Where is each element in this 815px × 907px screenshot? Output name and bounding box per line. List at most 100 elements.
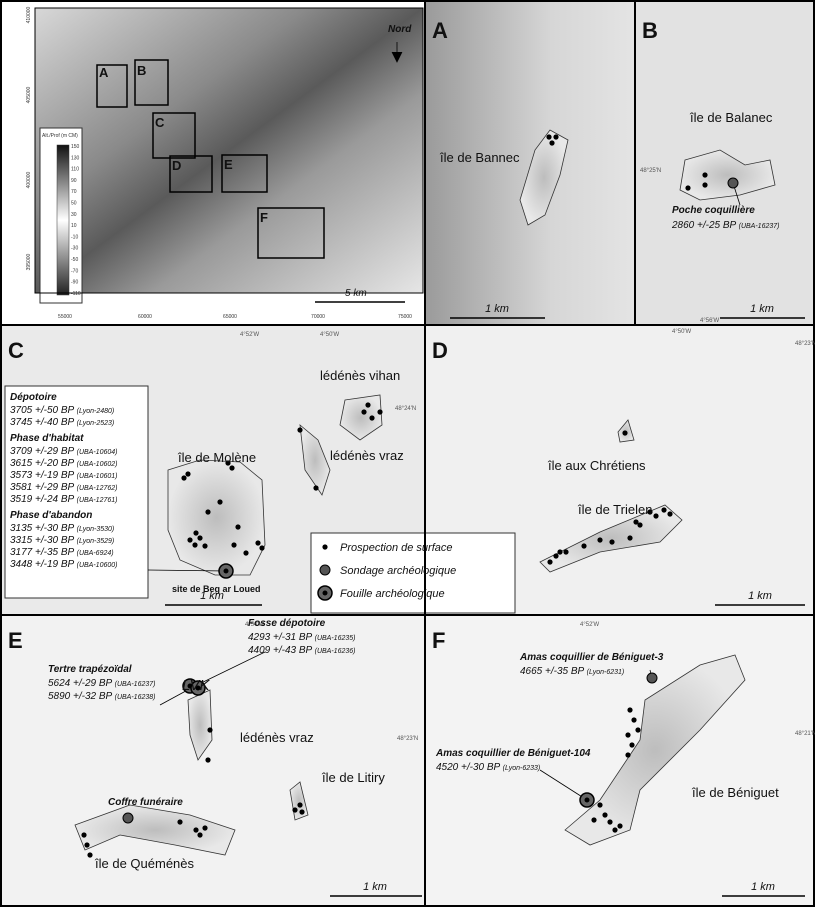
test-pit bbox=[646, 672, 658, 684]
colorbar-tick: -30 bbox=[71, 246, 78, 252]
coordinate: 48°25'N bbox=[640, 168, 661, 174]
surface-find bbox=[609, 539, 615, 545]
colorbar-tick: 10 bbox=[71, 223, 77, 229]
panel-letter: D bbox=[432, 338, 448, 363]
legend-entry: Prospection de surface bbox=[340, 542, 453, 554]
date: 4293 +/-31 BP (UBA-16235) bbox=[248, 632, 355, 643]
surface-find bbox=[185, 471, 191, 477]
panel-letter: B bbox=[642, 18, 658, 43]
colorbar-tick: -10 bbox=[71, 234, 78, 240]
test-pit bbox=[122, 812, 134, 824]
surface-find bbox=[661, 507, 667, 513]
surface-find bbox=[553, 553, 559, 559]
lab-code: (UBA-16237) bbox=[739, 223, 780, 230]
surface-find bbox=[313, 485, 319, 491]
surface-find bbox=[631, 717, 637, 723]
surface-find bbox=[202, 825, 208, 831]
coordinate: 48°23'N bbox=[795, 341, 815, 347]
date-value: 3448 +/-19 BP bbox=[10, 559, 77, 570]
place-name: lédénès vraz bbox=[240, 730, 314, 745]
lab-code: (UBA-16235) bbox=[315, 635, 356, 642]
coordinate: 4°56'W bbox=[700, 318, 720, 324]
date-value: 4665 +/-35 BP bbox=[520, 666, 587, 677]
surface-find bbox=[243, 550, 249, 556]
place-name: île de Béniguet bbox=[691, 785, 779, 800]
lab-code: (Lyon-6233) bbox=[503, 765, 541, 772]
surface-find bbox=[202, 543, 208, 549]
place-name: île de Trielen bbox=[577, 502, 652, 517]
surface-find bbox=[235, 524, 241, 530]
surface-find bbox=[377, 409, 383, 415]
site-title: site de Beg ar Loued bbox=[172, 584, 261, 594]
surface-find bbox=[549, 140, 555, 146]
y-coord: 405000 bbox=[26, 86, 32, 103]
surface-find bbox=[647, 509, 653, 515]
group-title: Dépotoire bbox=[10, 392, 57, 403]
place-name: île de Quéménès bbox=[94, 856, 195, 871]
x-coord: 70000 bbox=[311, 314, 325, 320]
scale-label: 1 km bbox=[748, 590, 772, 602]
panel-letter: F bbox=[432, 628, 445, 653]
lab-code: (UBA-12761) bbox=[77, 497, 118, 504]
scale-label: 1 km bbox=[200, 590, 224, 602]
scale-label: 1 km bbox=[751, 881, 775, 893]
surface-find bbox=[259, 545, 265, 551]
date-value: 3581 +/-29 BP bbox=[10, 482, 77, 493]
surface-find bbox=[187, 537, 193, 543]
surface-find bbox=[602, 812, 608, 818]
colorbar-tick: 70 bbox=[71, 189, 77, 195]
surface-find bbox=[205, 509, 211, 515]
legend-box bbox=[4, 127, 516, 614]
y-coord: 395000 bbox=[26, 253, 32, 270]
date: 3519 +/-24 BP (UBA-12761) bbox=[10, 494, 117, 505]
box-letter: A bbox=[99, 65, 109, 80]
scale-label: 1 km bbox=[363, 881, 387, 893]
scale-label: 1 km bbox=[750, 303, 774, 315]
colorbar-tick: 130 bbox=[71, 155, 80, 161]
scale-label: 1 km bbox=[485, 303, 509, 315]
place-name: LVK bbox=[182, 677, 211, 694]
colorbar-tick: -110 bbox=[71, 291, 81, 297]
place-name: lédénès vraz bbox=[330, 448, 404, 463]
surface-find bbox=[617, 823, 623, 829]
date-value: 4409 +/-43 BP bbox=[248, 645, 315, 656]
surface-find bbox=[84, 842, 90, 848]
colorbar-tick: 30 bbox=[71, 212, 77, 218]
surface-find bbox=[292, 807, 298, 813]
date: 4409 +/-43 BP (UBA-16236) bbox=[248, 645, 355, 656]
date-value: 3615 +/-20 BP bbox=[10, 458, 77, 469]
coordinate: 4°50'W bbox=[320, 332, 340, 338]
surface-find bbox=[361, 409, 367, 415]
lab-code: (UBA-16238) bbox=[115, 694, 156, 701]
panel-letter: C bbox=[8, 338, 24, 363]
surface-find bbox=[547, 559, 553, 565]
surface-find bbox=[369, 415, 375, 421]
lab-code: (UBA-16236) bbox=[315, 648, 356, 655]
date: 3745 +/-40 BP (Lyon-2523) bbox=[10, 417, 114, 428]
x-coord: 60000 bbox=[138, 314, 152, 320]
date: 3709 +/-29 BP (UBA-10604) bbox=[10, 446, 117, 457]
surface-find bbox=[192, 542, 198, 548]
x-coord: 65000 bbox=[223, 314, 237, 320]
lab-code: (UBA-10601) bbox=[77, 473, 118, 480]
site-title: Amas coquillier de Béniguet-104 bbox=[435, 748, 591, 759]
test-pit bbox=[727, 177, 739, 189]
surface-find bbox=[87, 852, 93, 858]
surface-find bbox=[591, 817, 597, 823]
find-spots bbox=[81, 134, 739, 858]
date-value: 3177 +/-35 BP bbox=[10, 547, 77, 558]
surface-find bbox=[685, 185, 691, 191]
date-value: 4520 +/-30 BP bbox=[436, 762, 503, 773]
surface-find bbox=[181, 475, 187, 481]
box-letter: C bbox=[155, 115, 165, 130]
date-value: 3745 +/-40 BP bbox=[10, 417, 77, 428]
excavation-core bbox=[195, 685, 201, 691]
site-title: Tertre trapézoïdal bbox=[48, 664, 132, 675]
excavation-core bbox=[584, 797, 590, 803]
date: 4665 +/-35 BP (Lyon-6231) bbox=[520, 666, 624, 677]
colorbar-tick: -50 bbox=[71, 257, 78, 263]
legend-entry: Fouille archéologique bbox=[340, 588, 445, 600]
north-label: Nord bbox=[388, 24, 412, 35]
lab-code: (Lyon-3529) bbox=[77, 538, 115, 545]
date: 3573 +/-19 BP (UBA-10601) bbox=[10, 470, 117, 481]
